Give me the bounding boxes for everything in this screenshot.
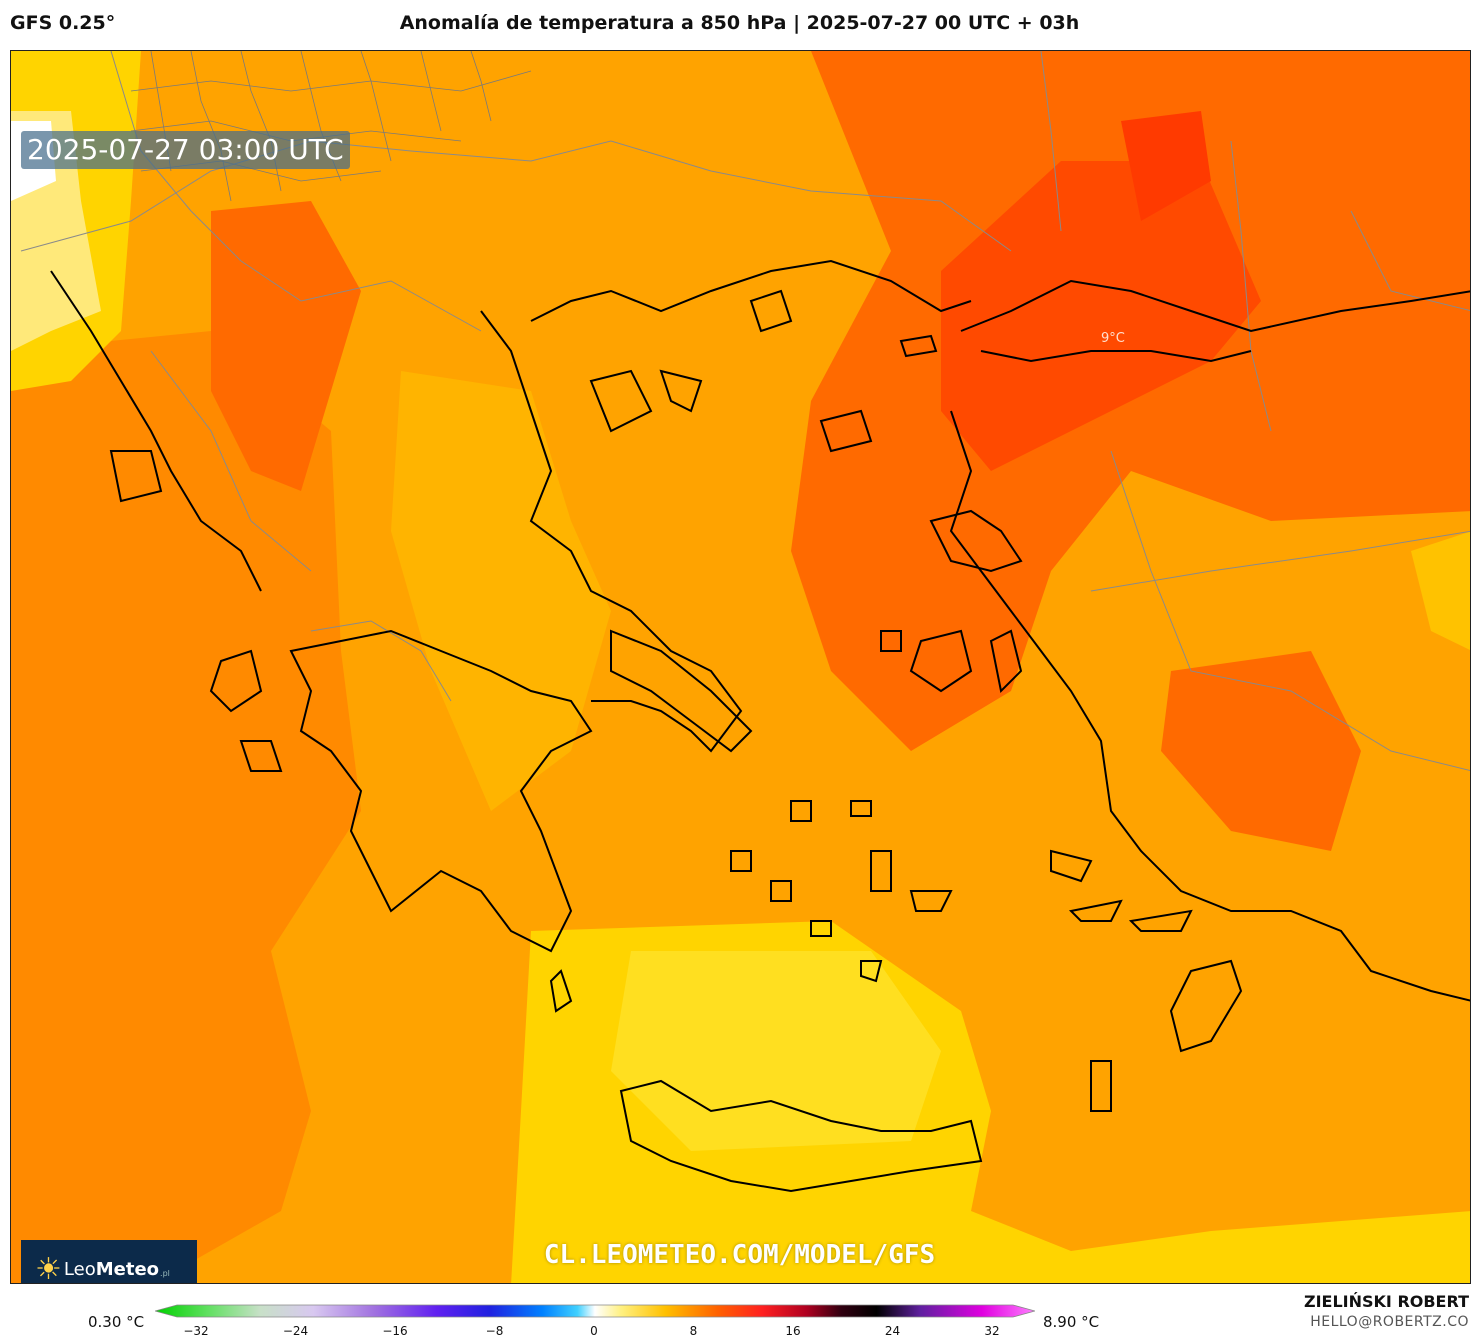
author-email[interactable]: HELLO@ROBERTZ.CO: [1310, 1314, 1469, 1330]
colorbar-tick: 16: [785, 1324, 801, 1338]
anomaly-band-central: [391, 371, 611, 811]
source-url[interactable]: CL.LEOMETEO.COM/MODEL/GFS: [543, 1240, 936, 1270]
timestamp-badge: 2025-07-27 03:00 UTC: [21, 131, 350, 169]
colorbar-tick: 24: [884, 1324, 901, 1338]
anomaly-band-east-edge: [1411, 531, 1470, 651]
sun-icon: ☀: [35, 1251, 62, 1284]
logo-suffix: .pl: [160, 1269, 170, 1278]
colorbar-tick: −24: [282, 1324, 309, 1338]
logo-text: LeoMeteo: [63, 1259, 160, 1280]
anomaly-band-ne-red: [941, 161, 1261, 471]
temperature-anomaly-map[interactable]: 2025-07-27 03:00 UTC 9°C ☀ LeoMeteo .pl: [10, 50, 1471, 1284]
anomaly-band-north-ridge: [211, 201, 361, 491]
colorbar-tick: 0: [590, 1324, 598, 1338]
colorbar-tick: 32: [984, 1324, 1000, 1338]
contour-label: 9°C: [1101, 331, 1125, 346]
author-credit: ZIELIŃSKI ROBERT: [1303, 1292, 1469, 1311]
anomaly-band-east-orange: [1161, 651, 1361, 851]
colorbar-tick: 8: [689, 1324, 698, 1338]
colorbar-min-label: 0.30 °C: [88, 1313, 145, 1331]
anomaly-band-ne-core: [1121, 111, 1211, 221]
leometeo-logo[interactable]: ☀ LeoMeteo .pl: [21, 1240, 197, 1284]
colorbar: [155, 1304, 1035, 1318]
colorbar-tick: −8: [485, 1324, 504, 1338]
anomaly-band-west: [11, 331, 361, 1283]
colorbar-tick: −32: [183, 1324, 209, 1338]
map-canvas: [11, 51, 1470, 1283]
colorbar-tick: −16: [382, 1324, 408, 1338]
coastlines: [50, 259, 1470, 1193]
model-label: GFS 0.25°: [10, 12, 116, 34]
colorbar-max-label: 8.90 °C: [1043, 1313, 1100, 1331]
map-title: Anomalía de temperatura a 850 hPa | 2025…: [399, 12, 1080, 34]
